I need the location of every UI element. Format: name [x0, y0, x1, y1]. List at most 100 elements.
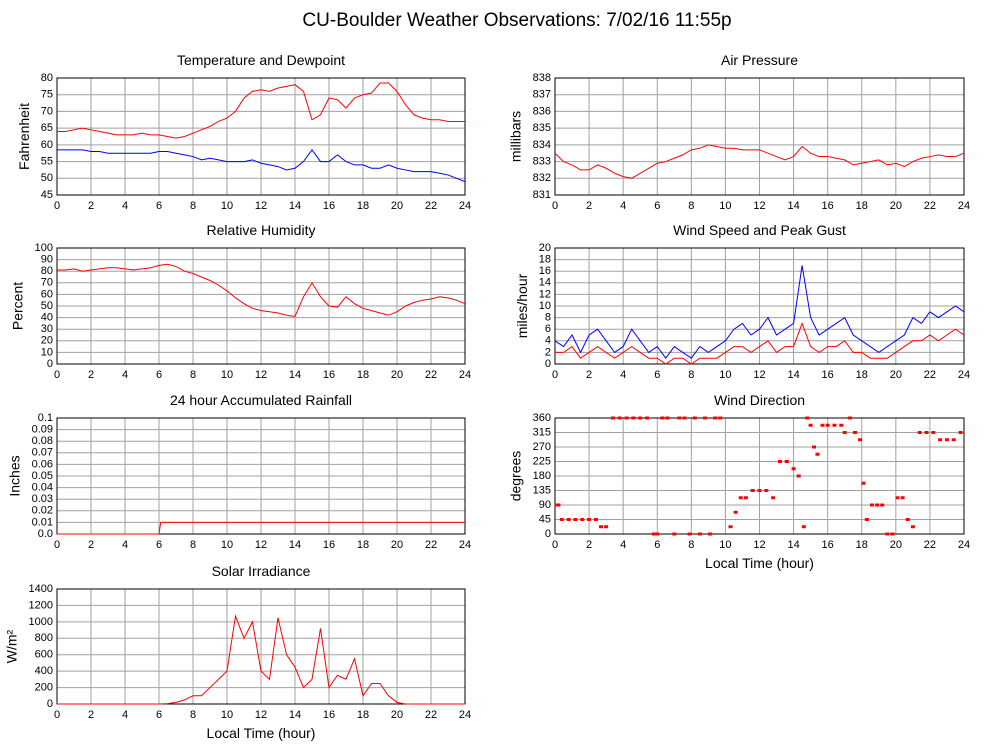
x-tick-label: 6	[156, 200, 162, 212]
data-point	[580, 518, 585, 521]
data-point	[885, 532, 890, 536]
data-point	[604, 525, 609, 529]
data-point	[599, 525, 604, 529]
x-tick-label: 0	[552, 200, 558, 212]
y-tick-label: 2	[545, 346, 551, 358]
x-tick-label: 4	[122, 539, 128, 551]
panel-title: Solar Irradiance	[212, 563, 311, 579]
y-tick-label: 65	[41, 122, 53, 134]
x-tick-label: 14	[787, 369, 799, 381]
x-tick-label: 14	[289, 369, 301, 381]
y-tick-label: 6	[545, 323, 551, 335]
y-tick-label: 834	[533, 139, 551, 151]
x-tick-label: 8	[190, 709, 196, 721]
x-tick-label: 20	[391, 200, 403, 212]
panel-title: 24 hour Accumulated Rainfall	[170, 392, 352, 408]
data-point	[791, 467, 796, 471]
y-tick-label: 14	[539, 277, 551, 289]
plot-frame	[554, 77, 965, 196]
x-tick-label: 22	[425, 709, 437, 721]
data-point	[733, 510, 738, 514]
y-axis-label: Percent	[10, 282, 26, 330]
y-tick-label: 8	[545, 312, 551, 324]
x-tick-label: 14	[289, 200, 301, 212]
x-tick-label: 24	[459, 200, 471, 212]
x-tick-label: 2	[586, 369, 592, 381]
x-tick-label: 0	[552, 539, 558, 551]
y-tick-label: 1200	[29, 599, 53, 611]
x-tick-label: 2	[88, 200, 94, 212]
y-tick-label: 0.04	[32, 482, 53, 494]
y-tick-label: 10	[41, 346, 53, 358]
data-point	[738, 496, 743, 500]
data-point	[593, 518, 598, 521]
y-tick-label: 0	[545, 528, 551, 540]
x-tick-label: 22	[425, 200, 437, 212]
x-tick-label: 20	[391, 539, 403, 551]
data-point	[796, 474, 801, 478]
data-point	[951, 438, 956, 442]
x-tick-label: 0	[552, 369, 558, 381]
data-point	[842, 431, 847, 434]
data-point	[677, 416, 682, 420]
x-tick-label: 8	[190, 200, 196, 212]
data-point	[931, 431, 936, 434]
panel-title: Air Pressure	[721, 52, 798, 68]
panel-title: Wind Speed and Peak Gust	[673, 222, 846, 238]
x-tick-label: 18	[856, 539, 868, 551]
x-tick-label: 10	[719, 369, 731, 381]
x-tick-label: 18	[357, 539, 369, 551]
data-point	[566, 518, 571, 521]
y-tick-label: 836	[533, 105, 551, 117]
data-point	[587, 518, 592, 521]
y-axis-label: Inches	[7, 455, 23, 496]
data-point	[757, 489, 762, 492]
y-tick-label: 315	[533, 426, 551, 438]
plot-frame	[56, 588, 466, 705]
y-tick-label: 360	[533, 412, 551, 424]
data-point	[764, 489, 769, 492]
data-line	[57, 614, 465, 705]
x-tick-label: 22	[924, 539, 936, 551]
x-tick-label: 10	[719, 200, 731, 212]
y-tick-label: 800	[35, 632, 53, 644]
data-point	[660, 416, 665, 420]
y-tick-label: 45	[41, 189, 53, 201]
x-tick-label: 12	[753, 369, 765, 381]
y-tick-label: 0.01	[32, 516, 53, 528]
x-tick-label: 22	[924, 369, 936, 381]
x-tick-label: 6	[654, 539, 660, 551]
y-tick-label: 135	[533, 484, 551, 496]
x-tick-label: 22	[425, 539, 437, 551]
y-tick-label: 0.05	[32, 470, 53, 482]
x-tick-label: 6	[654, 369, 660, 381]
x-tick-label: 2	[586, 200, 592, 212]
x-axis-label: Local Time (hour)	[207, 725, 316, 741]
plot-frame	[554, 247, 965, 365]
x-tick-label: 16	[822, 200, 834, 212]
data-point	[861, 481, 866, 485]
y-tick-label: 70	[41, 277, 53, 289]
y-tick-label: 0	[47, 358, 53, 370]
data-point	[900, 496, 905, 500]
x-tick-label: 22	[425, 369, 437, 381]
y-tick-label: 30	[41, 323, 53, 335]
y-tick-label: 80	[41, 72, 53, 84]
x-tick-label: 16	[323, 709, 335, 721]
x-tick-label: 12	[255, 369, 267, 381]
data-point	[743, 496, 748, 500]
page-title: CU-Boulder Weather Observations: 7/02/16…	[302, 10, 731, 31]
y-tick-label: 270	[533, 441, 551, 453]
data-point	[784, 460, 789, 463]
y-tick-label: 55	[41, 155, 53, 167]
data-line	[57, 149, 466, 183]
panel: Wind Speed and Peak Gust0246810121416182…	[514, 222, 970, 381]
x-tick-label: 12	[753, 539, 765, 551]
x-tick-label: 12	[255, 539, 267, 551]
data-point	[682, 416, 687, 420]
data-point	[573, 518, 578, 521]
x-tick-label: 16	[323, 539, 335, 551]
y-tick-label: 0	[47, 698, 53, 710]
